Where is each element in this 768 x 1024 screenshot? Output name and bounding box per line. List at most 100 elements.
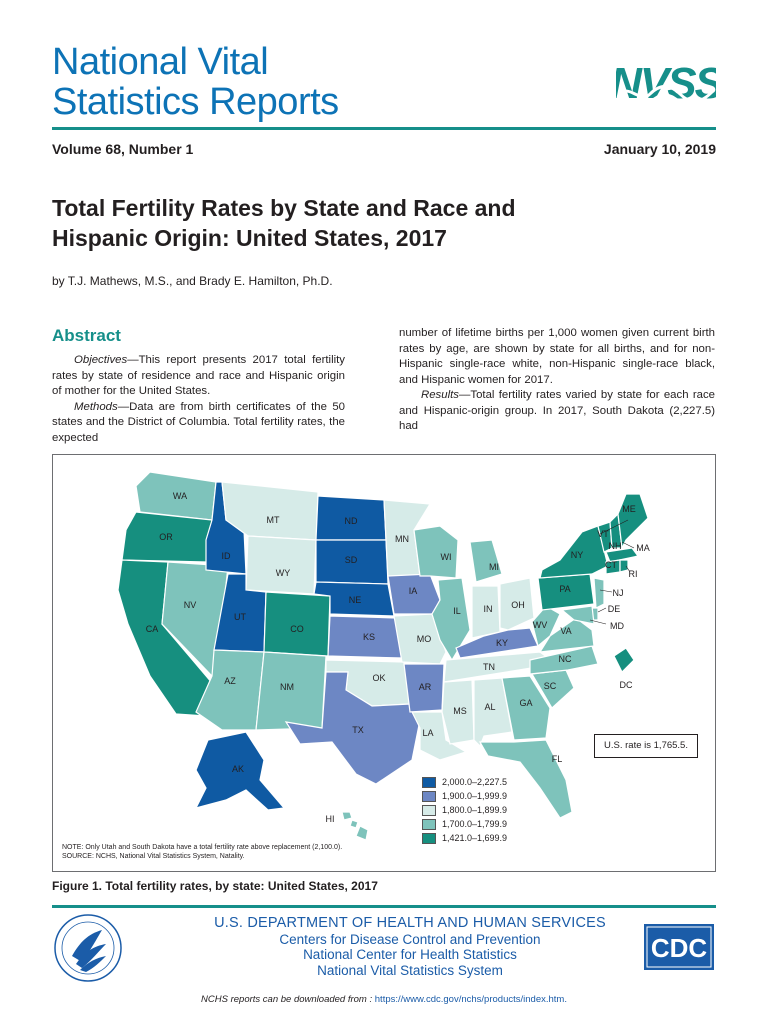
state-NJ — [593, 577, 605, 609]
label-CT: CT — [605, 560, 617, 570]
figure-frame — [52, 454, 716, 872]
objectives-text: —This report presents 2017 total fertili… — [52, 354, 345, 397]
report-title-line2: Hispanic Origin: United States, 2017 — [52, 225, 447, 251]
results-label: Results — [421, 389, 459, 401]
abstract-column-1: Objectives—This report presents 2017 tot… — [52, 353, 345, 446]
state-GA — [501, 675, 551, 741]
label-AL: AL — [484, 702, 495, 712]
state-MS — [441, 679, 475, 745]
legend-label: 1,421.0–1,699.9 — [442, 833, 508, 843]
label-NM: NM — [280, 682, 294, 692]
label-VA: VA — [560, 626, 571, 636]
legend-label: 1,900.0–1,999.9 — [442, 791, 508, 801]
label-IL: IL — [453, 606, 461, 616]
state-IL — [431, 577, 471, 662]
label-MS: MS — [453, 706, 467, 716]
label-CO: CO — [290, 624, 304, 634]
label-WI: WI — [441, 552, 452, 562]
state-MD — [560, 605, 595, 625]
cdc-logo: CDC — [644, 924, 714, 970]
legend-item: 1,700.0–1,799.9 — [422, 817, 507, 831]
label-UT: UT — [234, 612, 246, 622]
state-TX — [284, 671, 421, 785]
label-WV: WV — [533, 620, 548, 630]
footer-dept: U.S. DEPARTMENT OF HEALTH AND HUMAN SERV… — [214, 915, 606, 931]
legend-label: 1,800.0–1,899.9 — [442, 805, 508, 815]
abstract-results: Results—Total fertility rates varied by … — [399, 388, 715, 435]
results-text: —Total fertility rates varied by state f… — [399, 389, 715, 432]
label-MN: MN — [395, 534, 409, 544]
label-ID: ID — [222, 551, 232, 561]
state-HI — [341, 811, 369, 841]
label-MT: MT — [267, 515, 280, 525]
legend-item: 1,800.0–1,899.9 — [422, 803, 507, 817]
footer-rule — [52, 905, 716, 908]
label-NV: NV — [184, 600, 197, 610]
footer-cdc: Centers for Disease Control and Preventi… — [279, 931, 541, 947]
byline: by T.J. Mathews, M.S., and Brady E. Hami… — [52, 274, 333, 288]
legend-item: 1,900.0–1,999.9 — [422, 789, 507, 803]
footer-nvss: National Vital Statistics System — [317, 962, 503, 978]
issue-date: January 10, 2019 — [603, 141, 716, 157]
state-VA — [538, 617, 595, 653]
hhs-seal-icon — [54, 914, 122, 982]
label-VT: VT — [597, 529, 609, 539]
label-WY: WY — [276, 568, 291, 578]
legend-swatch — [422, 776, 436, 788]
label-DE: DE — [608, 604, 621, 614]
methods-text: —Data are from birth certificates of the… — [52, 400, 345, 444]
label-MO: MO — [417, 634, 432, 644]
label-OK: OK — [372, 673, 385, 683]
label-OH: OH — [511, 600, 525, 610]
legend-swatch — [422, 832, 436, 844]
download-link[interactable]: https://www.cdc.gov/nchs/products/index.… — [374, 994, 567, 1005]
state-MI — [469, 539, 503, 583]
label-ND: ND — [345, 516, 358, 526]
label-MI: MI — [489, 562, 499, 572]
state-NC — [529, 645, 599, 675]
label-NH: NH — [609, 541, 622, 551]
label-AZ: AZ — [224, 676, 236, 686]
label-NJ: NJ — [613, 588, 624, 598]
state-NE — [313, 581, 395, 617]
legend-swatch — [422, 790, 436, 802]
state-MO — [393, 613, 447, 665]
figure-source: SOURCE: NCHS, National Vital Statistics … — [62, 853, 245, 860]
label-AR: AR — [419, 682, 432, 692]
label-SC: SC — [544, 681, 557, 691]
state-KY — [455, 627, 539, 659]
report-title: Total Fertility Rates by State and Race … — [52, 193, 612, 253]
abstract-methods: Methods—Data are from birth certificates… — [52, 400, 345, 447]
label-CA: CA — [146, 624, 159, 634]
download-line: NCHS reports can be downloaded from : ht… — [0, 994, 768, 1005]
us-map: WA OR CA NV ID MT WY UT CO AZ NM ND SD N… — [117, 471, 650, 841]
legend-label: 2,000.0–2,227.5 — [442, 777, 508, 787]
state-OH — [499, 577, 535, 631]
footer-nchs: National Center for Health Statistics — [303, 947, 517, 962]
hhs-footer: U.S. DEPARTMENT OF HEALTH AND HUMAN SERV… — [200, 915, 620, 978]
label-MA: MA — [636, 543, 650, 553]
figure-note: NOTE: Only Utah and South Dakota have a … — [62, 844, 343, 851]
label-IN: IN — [484, 604, 493, 614]
cdc-logo-text: CDC — [651, 933, 708, 963]
legend-label: 1,700.0–1,799.9 — [442, 819, 508, 829]
state-ME — [617, 493, 649, 551]
abstract-heading: Abstract — [52, 326, 121, 345]
label-MD: MD — [610, 621, 624, 631]
label-KY: KY — [496, 638, 508, 648]
state-MA — [605, 547, 640, 563]
objectives-label: Objectives — [74, 354, 128, 366]
label-LA: LA — [422, 728, 433, 738]
label-NY: NY — [571, 550, 584, 560]
map-legend: 2,000.0–2,227.5 1,900.0–1,999.9 1,800.0–… — [422, 775, 507, 845]
label-ME: ME — [622, 504, 636, 514]
state-RI — [619, 559, 629, 573]
legend-swatch — [422, 818, 436, 830]
label-GA: GA — [519, 698, 532, 708]
us-rate-box: U.S. rate is 1,765.5. — [594, 734, 698, 758]
state-OR — [121, 511, 213, 563]
state-DC — [613, 647, 635, 674]
download-text: NCHS reports can be downloaded from : — [201, 994, 375, 1005]
label-OR: OR — [159, 532, 173, 542]
label-DC: DC — [620, 680, 633, 690]
